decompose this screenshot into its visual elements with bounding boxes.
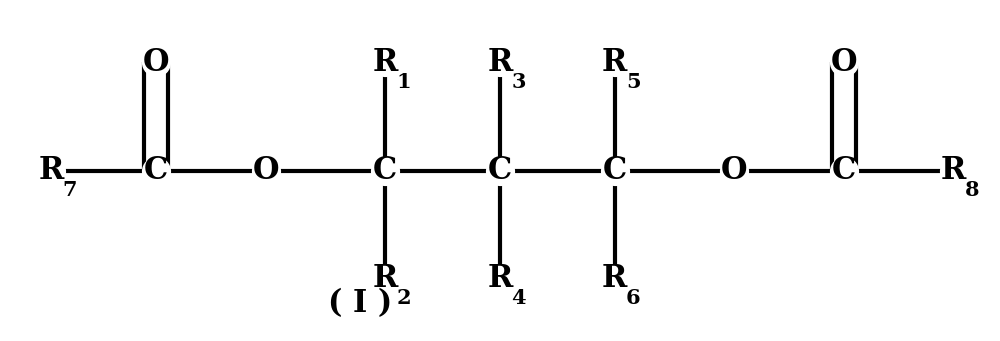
Text: C: C xyxy=(373,155,397,186)
Text: R: R xyxy=(941,155,966,186)
Text: O: O xyxy=(831,47,857,78)
Text: 7: 7 xyxy=(62,180,77,200)
Text: O: O xyxy=(721,155,748,186)
Text: R: R xyxy=(373,263,398,294)
Text: 8: 8 xyxy=(965,180,979,200)
Text: R: R xyxy=(487,47,513,78)
Text: 4: 4 xyxy=(511,288,526,309)
Text: C: C xyxy=(832,155,856,186)
Text: O: O xyxy=(143,47,169,78)
Text: R: R xyxy=(39,155,64,186)
Text: 3: 3 xyxy=(511,72,526,92)
Text: ( I ): ( I ) xyxy=(328,288,393,319)
Text: R: R xyxy=(373,47,398,78)
Text: O: O xyxy=(252,155,279,186)
Text: 2: 2 xyxy=(396,288,411,309)
Text: 5: 5 xyxy=(626,72,640,92)
Text: R: R xyxy=(602,263,627,294)
Text: C: C xyxy=(144,155,168,186)
Text: C: C xyxy=(488,155,512,186)
Text: 6: 6 xyxy=(626,288,640,309)
Text: 1: 1 xyxy=(396,72,411,92)
Text: R: R xyxy=(602,47,627,78)
Text: C: C xyxy=(603,155,627,186)
Text: R: R xyxy=(487,263,513,294)
